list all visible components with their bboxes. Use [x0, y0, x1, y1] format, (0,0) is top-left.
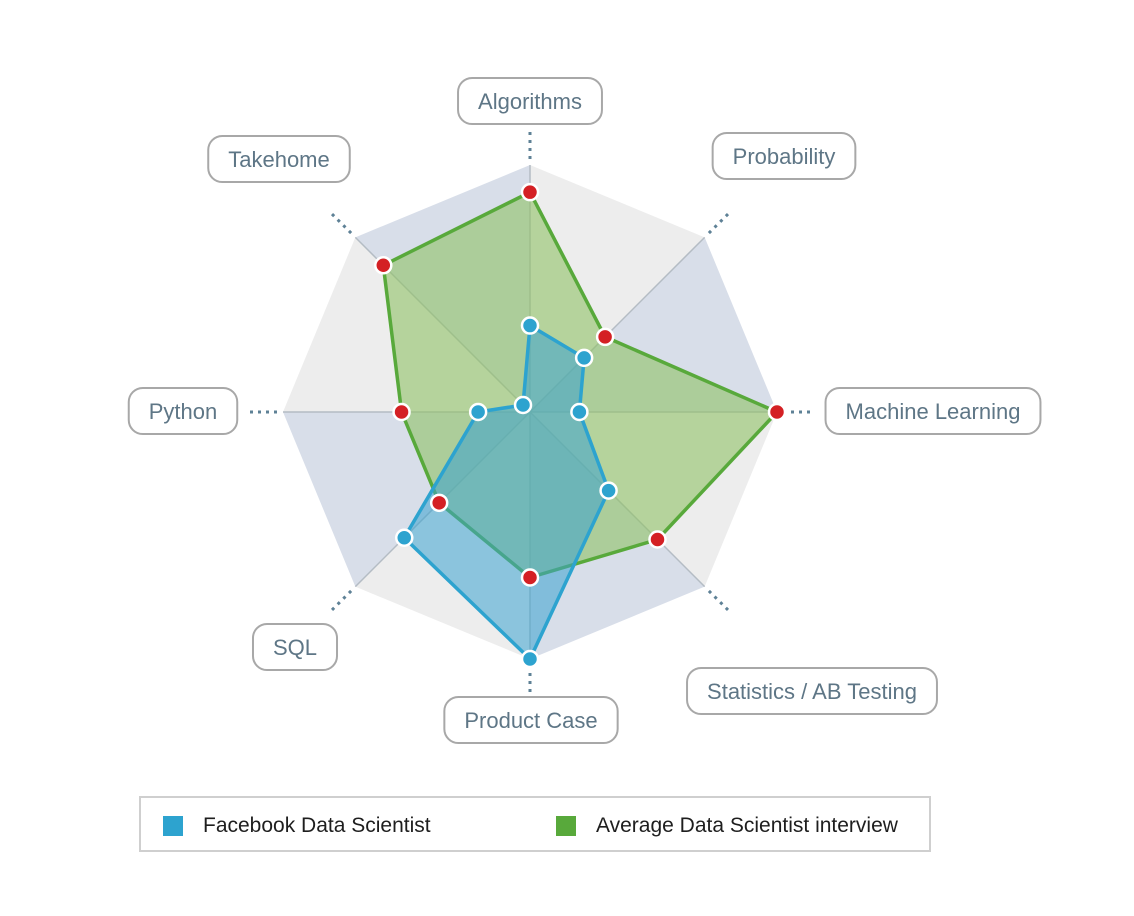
- data-point-facebook[interactable]: [394, 528, 414, 548]
- axis-label-box: [207, 135, 351, 183]
- data-point-average[interactable]: [648, 530, 667, 549]
- data-point-average[interactable]: [374, 256, 393, 275]
- legend-item-average[interactable]: Average Data Scientist interview: [556, 798, 898, 854]
- data-point-average[interactable]: [595, 327, 615, 347]
- axis-label: Algorithms: [457, 77, 603, 125]
- axis-label-text: Takehome: [228, 147, 330, 172]
- axis-labels: Algorithms Probability Machine Learning Sta…: [127, 77, 1042, 744]
- radar-svg: Algorithms Probability Machine Learning Sta…: [127, 77, 1042, 744]
- axis-label: Takehome: [207, 135, 351, 183]
- data-point-average[interactable]: [520, 182, 540, 202]
- data-point-average[interactable]: [520, 568, 540, 587]
- axis-label: Machine Learning: [824, 387, 1042, 435]
- series-layer: [381, 190, 779, 661]
- axis-label-text: Probability: [733, 144, 836, 169]
- chart-legend: Facebook Data Scientist Average Data Sci…: [139, 796, 931, 852]
- data-point-average[interactable]: [429, 493, 449, 513]
- axis-label-box: [443, 696, 619, 744]
- data-point-facebook[interactable]: [520, 649, 540, 669]
- legend-label-average: Average Data Scientist interview: [596, 814, 898, 837]
- legend-item-facebook[interactable]: Facebook Data Scientist: [163, 798, 431, 854]
- axis-label: SQL: [251, 623, 339, 671]
- axis-label: Product Case: [443, 696, 619, 744]
- axis-label-box: [251, 623, 339, 671]
- series-markers: [374, 182, 787, 669]
- data-point-facebook[interactable]: [520, 316, 540, 335]
- data-point-facebook[interactable]: [599, 481, 618, 500]
- axis-label-box: [711, 132, 857, 180]
- data-point-facebook[interactable]: [574, 348, 594, 368]
- axis-label-text: Statistics / AB Testing: [707, 679, 917, 704]
- data-point-facebook[interactable]: [570, 402, 589, 422]
- axis-tick-dots: [247, 129, 813, 695]
- axis-tick-line: [328, 589, 353, 614]
- axis-label-text: Machine Learning: [846, 399, 1021, 424]
- data-point-average[interactable]: [767, 402, 787, 422]
- axis-label-box: [457, 77, 603, 125]
- axis-label: Statistics / AB Testing: [686, 667, 938, 715]
- axis-tick-line: [707, 589, 732, 614]
- legend-swatch-average: [556, 816, 576, 836]
- legend-swatch-facebook: [163, 816, 183, 836]
- axis-label-text: Python: [149, 399, 218, 424]
- axis-label-text: Algorithms: [478, 89, 582, 114]
- axis-label-text: Product Case: [464, 708, 597, 733]
- data-point-facebook[interactable]: [513, 395, 533, 415]
- axis-label-text: SQL: [273, 635, 317, 660]
- axis-tick-line: [328, 210, 353, 235]
- data-point-facebook[interactable]: [468, 402, 488, 422]
- axis-label-box: [127, 387, 239, 435]
- legend-label-facebook: Facebook Data Scientist: [203, 814, 431, 837]
- axis-label: Python: [127, 387, 239, 435]
- data-point-average[interactable]: [392, 402, 411, 422]
- axis-label-box: [686, 667, 938, 715]
- axis-label: Probability: [711, 132, 857, 180]
- axis-tick-line: [707, 210, 732, 235]
- axis-label-box: [824, 387, 1042, 435]
